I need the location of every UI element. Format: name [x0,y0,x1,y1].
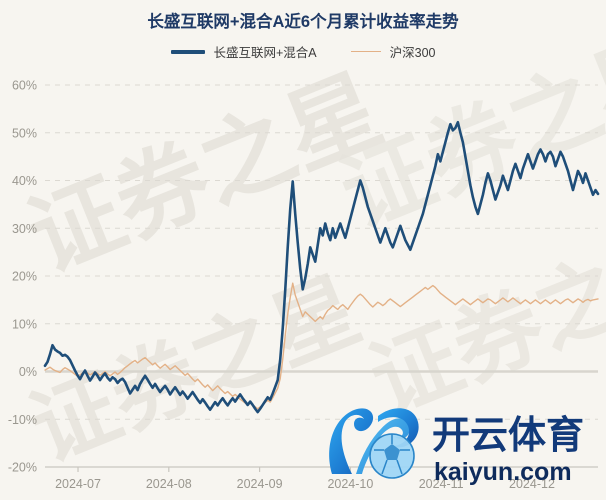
gridlines [45,84,598,468]
legend-swatch-fund-icon [170,49,205,54]
y-axis-tick-label: 20% [12,270,37,284]
legend-label-index: 沪深300 [389,46,436,60]
data-series [43,120,600,414]
legend-label-fund: 长盛互联网+混合A [213,46,317,60]
y-axis-ticks: 60% 50% 40% 30% 20% 10% 0% -10% -20% [8,79,37,475]
y-axis-tick-label: 0% [19,365,37,379]
chart-legend: 长盛互联网+混合A 沪深300 [0,42,606,61]
x-axis-tick-label: 2024-07 [55,477,101,491]
y-axis-tick-label: 40% [12,174,37,188]
legend-item-fund[interactable]: 长盛互联网+混合A [170,42,317,61]
x-axis-tick-label: 2024-10 [327,477,373,491]
series-line-fund [43,120,600,414]
page-title: 长盛互联网+混合A近6个月累计收益率走势 [147,13,459,31]
legend-swatch-index-icon [350,50,381,53]
y-axis-tick-label: 60% [12,79,37,93]
y-axis-tick-label: -10% [8,413,37,427]
legend-item-index[interactable]: 沪深300 [350,42,436,61]
y-axis-tick-label: 30% [12,222,37,236]
y-axis-tick-label: -20% [8,461,37,475]
y-axis-tick-label: 50% [12,126,37,140]
x-axis-tick-label: 2024-12 [509,477,555,491]
x-axis-ticks: 2024-07 2024-08 2024-09 2024-10 2024-11 2024-… [55,467,555,491]
x-axis-tick-label: 2024-11 [419,477,464,491]
x-axis-tick-label: 2024-09 [237,477,283,491]
x-axis-tick-label: 2024-08 [146,477,192,491]
series-line-index [44,282,599,410]
y-axis-tick-label: 10% [12,317,37,331]
